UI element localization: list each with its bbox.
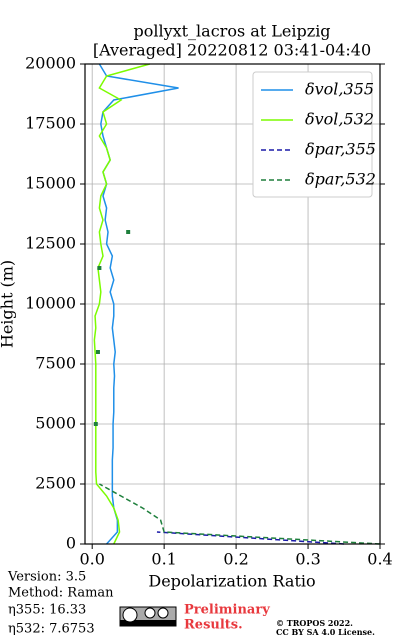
- x-tick-label: 0.1: [151, 550, 176, 569]
- copyright: © TROPOS 2022.: [276, 618, 353, 628]
- x-tick-label: 0.4: [367, 550, 392, 569]
- method: Method: Raman: [8, 586, 114, 601]
- y-tick-label: 2500: [35, 474, 76, 493]
- x-tick-label: 0.0: [79, 550, 104, 569]
- x-axis-label: Depolarization Ratio: [148, 572, 315, 591]
- eta355: η355: 16.33: [8, 603, 86, 618]
- legend-label: δpar,355: [305, 140, 376, 159]
- y-tick-label: 17500: [25, 114, 76, 133]
- y-tick-label: 12500: [25, 234, 76, 253]
- y-tick-label: 10000: [25, 294, 76, 313]
- version: Version: 3.5: [7, 570, 86, 585]
- x-tick-label: 0.3: [295, 550, 320, 569]
- data-point: [126, 230, 131, 234]
- data-point: [97, 266, 102, 270]
- profile-line: [98, 63, 179, 545]
- y-tick-label: 7500: [35, 354, 76, 373]
- legend-label: δpar,532: [305, 170, 376, 189]
- y-tick-label: 0: [66, 534, 76, 553]
- chart-title: pollyxt_lacros at Leipzig: [133, 22, 330, 41]
- x-tick-label: 0.2: [223, 550, 248, 569]
- preliminary: Preliminary: [184, 603, 270, 618]
- legend-label: δvol,532: [305, 110, 374, 129]
- profile-line: [93, 63, 150, 545]
- y-tick-label: 5000: [35, 414, 76, 433]
- profile-line: [99, 483, 381, 545]
- y-tick-label: 15000: [25, 174, 76, 193]
- data-point: [93, 422, 98, 426]
- plot-frame: [84, 63, 381, 545]
- results: Results.: [184, 618, 243, 633]
- y-tick-label: 20000: [25, 54, 76, 73]
- chart-subtitle: [Averaged] 20220812 03:41-04:40: [93, 41, 371, 60]
- legend-box: [252, 71, 373, 198]
- eta532: η532: 7.6753: [8, 622, 95, 637]
- license: CC BY SA 4.0 License.: [276, 627, 375, 637]
- y-axis-label: Height (m): [0, 260, 17, 348]
- data-point: [95, 350, 100, 354]
- cc-logo: [119, 606, 177, 627]
- legend-label: δvol,355: [305, 80, 374, 99]
